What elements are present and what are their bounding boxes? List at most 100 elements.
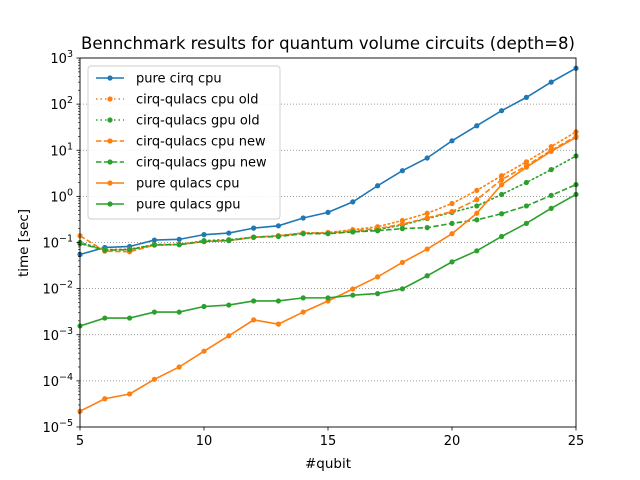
data-point-cirq-qulacs-gpu-new — [300, 231, 306, 237]
data-point-pure-cirq-cpu — [350, 199, 356, 205]
data-point-pure-cirq-cpu — [300, 215, 306, 221]
data-point-cirq-qulacs-gpu-new — [548, 192, 554, 198]
data-point-pure-qulacs-cpu — [251, 317, 257, 323]
legend-marker-pure-cirq-cpu — [107, 75, 113, 81]
data-point-pure-qulacs-gpu — [548, 205, 554, 211]
data-point-cirq-qulacs-gpu-new — [424, 225, 430, 231]
legend-marker-pure-qulacs-cpu — [107, 180, 113, 186]
data-point-pure-cirq-cpu — [499, 108, 505, 114]
data-point-pure-qulacs-gpu — [399, 286, 405, 292]
x-axis-label: #qubit — [305, 456, 351, 472]
legend-label-pure-qulacs-cpu: pure qulacs cpu — [136, 177, 239, 192]
axes-layer: 10−5 10−4 10−3 10−2 10−1 100 101 102 103 5 10 15 20 2… — [42, 49, 584, 449]
y-tick-label: 10−2 — [42, 280, 73, 298]
data-point-cirq-qulacs-gpu-new — [151, 242, 157, 248]
data-point-pure-qulacs-cpu — [474, 210, 480, 216]
y-tick-label: 103 — [50, 49, 73, 67]
legend-label-pure-qulacs-gpu: pure qulacs gpu — [136, 198, 241, 213]
data-point-cirq-qulacs-cpu-old — [449, 200, 455, 207]
data-point-pure-qulacs-cpu — [375, 274, 381, 280]
data-point-cirq-qulacs-gpu-new — [226, 237, 232, 244]
legend-label-cirq-qulacs-gpu-new: cirq-qulacs gpu new — [136, 156, 267, 171]
data-point-cirq-qulacs-cpu-new — [424, 215, 430, 221]
data-point-pure-cirq-cpu — [449, 138, 455, 144]
data-point-cirq-qulacs-gpu-new — [449, 220, 455, 226]
data-point-cirq-qulacs-gpu-new — [127, 247, 133, 253]
data-point-pure-qulacs-cpu — [102, 396, 108, 402]
y-tick-label: 10−5 — [42, 418, 73, 436]
legend-label-cirq-qulacs-cpu-old: cirq-qulacs cpu old — [136, 93, 259, 108]
legend-label-pure-cirq-cpu: pure cirq cpu — [136, 72, 222, 87]
y-tick-label: 102 — [50, 95, 73, 113]
y-tick-label: 100 — [50, 187, 73, 205]
data-point-cirq-qulacs-gpu-old — [548, 167, 554, 173]
data-point-cirq-qulacs-cpu-new — [449, 208, 455, 215]
data-point-cirq-qulacs-cpu-old — [499, 173, 505, 179]
data-point-pure-qulacs-gpu — [300, 295, 306, 301]
data-point-cirq-qulacs-cpu-new — [474, 197, 480, 203]
data-point-pure-qulacs-gpu — [127, 315, 133, 321]
x-tick-label: 5 — [76, 434, 84, 449]
series-line-cirq-qulacs-gpu-old — [79, 155, 577, 251]
data-point-cirq-qulacs-cpu-old — [424, 210, 430, 216]
data-point-pure-qulacs-gpu — [102, 315, 108, 321]
data-point-pure-qulacs-gpu — [201, 303, 207, 310]
data-point-cirq-qulacs-gpu-new — [350, 229, 356, 235]
data-point-pure-qulacs-cpu — [499, 182, 505, 188]
legend: pure cirq cpu cirq-qulacs cpu old cirq-qul… — [87, 65, 281, 220]
data-point-pure-qulacs-cpu — [424, 246, 430, 252]
data-point-cirq-qulacs-gpu-new — [251, 234, 257, 240]
data-point-pure-qulacs-gpu — [474, 248, 480, 254]
data-point-cirq-qulacs-gpu-new — [176, 242, 182, 248]
y-tick-label: 10−3 — [42, 326, 73, 344]
data-point-cirq-qulacs-gpu-new — [474, 217, 480, 223]
data-point-pure-qulacs-gpu — [151, 309, 157, 315]
data-point-pure-qulacs-cpu — [350, 286, 356, 292]
data-point-pure-qulacs-cpu — [176, 364, 182, 370]
data-point-cirq-qulacs-gpu-old — [523, 179, 530, 186]
data-point-pure-cirq-cpu — [176, 236, 182, 242]
data-point-pure-cirq-cpu — [375, 183, 381, 189]
data-point-pure-cirq-cpu — [325, 209, 331, 215]
data-point-cirq-qulacs-gpu-old — [499, 191, 505, 198]
data-point-cirq-qulacs-cpu-old — [399, 217, 405, 224]
data-point-pure-qulacs-cpu — [127, 391, 133, 397]
data-point-cirq-qulacs-cpu-old — [523, 159, 530, 165]
data-point-pure-qulacs-gpu — [275, 298, 281, 304]
data-point-pure-qulacs-cpu — [226, 333, 232, 339]
data-point-pure-qulacs-gpu — [499, 233, 505, 240]
data-point-pure-qulacs-gpu — [375, 291, 381, 297]
data-point-pure-cirq-cpu — [424, 155, 430, 161]
legend-marker-cirq-qulacs-cpu-new — [107, 138, 113, 144]
legend-marker-cirq-qulacs-cpu-old — [107, 96, 113, 102]
data-point-cirq-qulacs-cpu-new — [499, 177, 505, 183]
data-point-pure-qulacs-gpu — [251, 298, 257, 304]
x-tick-label: 10 — [196, 434, 213, 449]
data-point-pure-qulacs-cpu — [151, 376, 157, 382]
data-point-pure-qulacs-gpu — [523, 220, 530, 226]
data-point-cirq-qulacs-gpu-new — [325, 231, 331, 237]
data-point-pure-cirq-cpu — [548, 79, 554, 85]
data-point-pure-qulacs-cpu — [523, 164, 530, 170]
data-point-cirq-qulacs-gpu-new — [201, 238, 207, 245]
data-point-cirq-qulacs-gpu-new — [499, 211, 505, 217]
y-tick-label: 101 — [50, 141, 73, 159]
data-point-pure-qulacs-cpu — [449, 231, 455, 237]
data-point-pure-cirq-cpu — [474, 123, 480, 129]
data-point-pure-qulacs-gpu — [176, 309, 182, 315]
data-point-pure-qulacs-cpu — [275, 321, 281, 327]
data-point-pure-cirq-cpu — [251, 225, 257, 231]
y-axis-label: time [sec] — [16, 209, 32, 277]
data-point-pure-qulacs-cpu — [201, 348, 207, 354]
data-point-pure-qulacs-gpu — [226, 302, 232, 308]
data-point-pure-cirq-cpu — [151, 237, 157, 243]
data-point-pure-qulacs-gpu — [424, 273, 430, 279]
legend-marker-cirq-qulacs-gpu-new — [107, 159, 113, 165]
data-point-pure-qulacs-cpu — [300, 309, 306, 315]
data-point-cirq-qulacs-cpu-old — [474, 187, 480, 193]
data-point-cirq-qulacs-cpu-new — [399, 221, 405, 227]
plot-frame — [79, 57, 577, 428]
legend-label-cirq-qulacs-cpu-new: cirq-qulacs cpu new — [136, 135, 266, 150]
data-point-cirq-qulacs-gpu-new — [399, 226, 405, 232]
